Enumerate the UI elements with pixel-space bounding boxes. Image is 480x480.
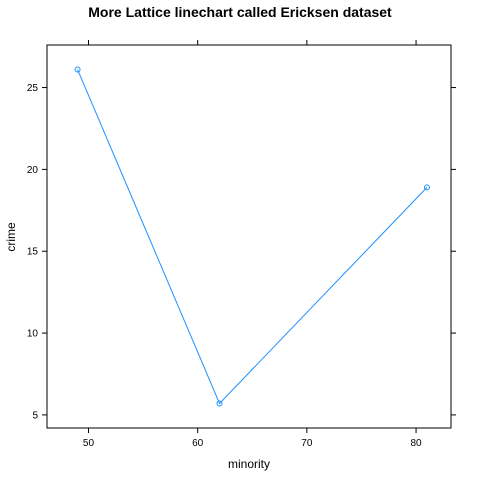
x-tick-label: 50: [83, 438, 95, 449]
series-crime: [74, 66, 430, 407]
data-point: [74, 66, 81, 73]
x-axis: 50 60 70 80: [83, 40, 422, 449]
y-tick-label: 10: [27, 329, 39, 340]
y-axis: 5 10 15 20 25: [27, 83, 456, 421]
y-tick-label: 15: [27, 247, 39, 258]
plot-frame: [46, 44, 452, 429]
x-tick-label: 60: [192, 438, 204, 449]
x-axis-label: minority: [228, 457, 270, 471]
data-point: [216, 400, 223, 407]
x-tick-label: 70: [301, 438, 313, 449]
data-point: [423, 184, 430, 191]
y-tick-label: 5: [32, 410, 38, 421]
chart-title: More Lattice linechart called Ericksen d…: [88, 4, 392, 20]
y-tick-label: 25: [27, 83, 39, 94]
y-tick-label: 20: [27, 165, 39, 176]
x-tick-label: 80: [410, 438, 422, 449]
series-line: [77, 69, 428, 405]
y-axis-label: crime: [4, 222, 18, 252]
